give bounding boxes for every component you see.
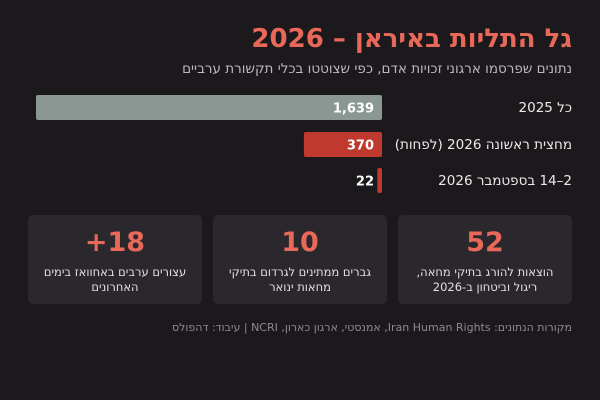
source-note: מקורות הנתונים: Iran Human Rights, אמנסט…: [172, 321, 572, 334]
bar-category-label: מחצית ראשונה 2026 (לפחות): [395, 137, 572, 153]
stat-card: 52 הוצאות להורג בתיקי מחאה, ריגול וביטחו…: [398, 215, 572, 304]
page-title: גל התליות באיראן – 2026: [251, 24, 572, 54]
stat-value: +18: [28, 227, 202, 258]
stat-card: 10 גברים ממתינים לגרדום בתיקי מחאות ינוא…: [213, 215, 387, 304]
stat-value: 10: [213, 227, 387, 258]
bar-category-label: 2–14 בספטמבר 2026: [438, 173, 572, 189]
bar: [36, 95, 382, 120]
stat-label: עצורים ערבים באחוואז בימים האחרונים: [36, 265, 194, 295]
bar-value-label: 1,639: [333, 102, 374, 117]
bar-value-label: 370: [347, 139, 374, 154]
stat-value: 52: [398, 227, 572, 258]
bar-value-label: 22: [356, 175, 374, 190]
bar: [377, 168, 382, 193]
page-subtitle: נתונים שפרסמו ארגוני זכויות אדם, כפי שצו…: [182, 61, 572, 77]
stat-label: גברים ממתינים לגרדום בתיקי מחאות ינואר: [221, 265, 379, 295]
stat-card: +18 עצורים ערבים באחוואז בימים האחרונים: [28, 215, 202, 304]
stat-label: הוצאות להורג בתיקי מחאה, ריגול וביטחון ב…: [406, 265, 564, 295]
bar-category-label: כל 2025: [519, 100, 572, 116]
bar: [304, 132, 382, 157]
stat-cards: 52 הוצאות להורג בתיקי מחאה, ריגול וביטחו…: [28, 215, 572, 304]
